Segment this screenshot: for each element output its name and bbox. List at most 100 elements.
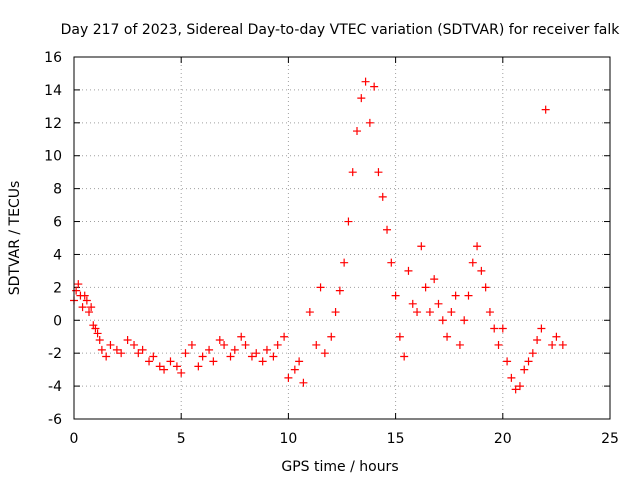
data-point [106, 340, 115, 349]
data-point [485, 308, 494, 317]
data-point [187, 340, 196, 349]
axis-ticks [73, 56, 611, 420]
y-tick-label: 8 [53, 182, 62, 198]
data-point [451, 291, 460, 300]
chart-title: Day 217 of 2023, Sidereal Day-to-day VTE… [61, 22, 621, 38]
data-point [455, 340, 464, 349]
data-point [408, 299, 417, 308]
y-tick-labels: -6 -4 -2 0 2 4 6 8 10 12 14 16 [44, 50, 62, 428]
data-point [74, 280, 83, 289]
x-tick-labels: 0 5 10 15 20 25 [70, 431, 619, 447]
y-tick-label: 6 [53, 215, 62, 231]
data-point [357, 94, 366, 103]
data-point [269, 352, 278, 361]
data-point [541, 105, 550, 114]
data-point [95, 336, 104, 345]
data-point [524, 357, 533, 366]
data-point [316, 283, 325, 292]
data-point [284, 373, 293, 382]
data-point [335, 286, 344, 295]
y-tick-label: 14 [44, 83, 62, 99]
data-point [117, 349, 126, 358]
data-point [434, 299, 443, 308]
x-tick-label: 5 [177, 431, 186, 447]
data-point [391, 291, 400, 300]
data-point [91, 324, 100, 333]
data-point [305, 308, 314, 317]
data-point [78, 303, 87, 312]
data-point [205, 345, 214, 354]
data-point [537, 324, 546, 333]
data-point [348, 168, 357, 177]
data-point [209, 357, 218, 366]
data-point [87, 303, 96, 312]
y-tick-label: -4 [48, 379, 62, 395]
data-point [97, 345, 106, 354]
data-point [558, 340, 567, 349]
data-point [340, 258, 349, 267]
data-point [262, 345, 271, 354]
data-point [383, 225, 392, 234]
x-tick-label: 0 [70, 431, 79, 447]
data-point [477, 266, 486, 275]
data-point [417, 242, 426, 251]
data-point [503, 357, 512, 366]
data-point [177, 368, 186, 377]
data-point [237, 332, 246, 341]
data-point [215, 336, 224, 345]
data-point [290, 365, 299, 374]
data-point [548, 340, 557, 349]
data-point [370, 82, 379, 91]
data-point [241, 340, 250, 349]
data-point [252, 349, 261, 358]
data-point [498, 324, 507, 333]
data-point [172, 362, 181, 371]
data-point [378, 192, 387, 201]
data-point [155, 362, 164, 371]
data-point [511, 385, 520, 394]
y-tick-label: 0 [53, 313, 62, 329]
y-tick-label: 16 [44, 50, 62, 66]
data-point [395, 332, 404, 341]
data-point [473, 242, 482, 251]
data-point [468, 258, 477, 267]
data-point [299, 378, 308, 387]
data-point [528, 349, 537, 358]
data-point [123, 336, 132, 345]
data-point [72, 286, 81, 295]
data-point [404, 266, 413, 275]
y-tick-label: 10 [44, 149, 62, 165]
data-point [327, 332, 336, 341]
data-point [464, 291, 473, 300]
data-point [430, 275, 439, 284]
data-point [507, 373, 516, 382]
data-point [552, 332, 561, 341]
data-point [374, 168, 383, 177]
y-axis-label: SDTVAR / TECUs [7, 181, 23, 296]
data-point [134, 349, 143, 358]
data-point [425, 308, 434, 317]
data-point [82, 296, 91, 305]
data-point [438, 316, 447, 325]
y-tick-label: -6 [48, 412, 62, 428]
y-tick-label: 4 [53, 247, 62, 263]
data-point [166, 357, 175, 366]
data-point [273, 340, 282, 349]
data-point [460, 316, 469, 325]
data-point [533, 336, 542, 345]
y-tick-label: -2 [48, 346, 62, 362]
data-point [230, 345, 239, 354]
data-point [494, 340, 503, 349]
data-point [353, 127, 362, 136]
data-point [365, 118, 374, 127]
y-tick-label: 2 [53, 280, 62, 296]
data-point [331, 308, 340, 317]
data-point [112, 345, 121, 354]
data-point [226, 352, 235, 361]
plot-frame [73, 56, 611, 420]
x-tick-label: 15 [387, 431, 405, 447]
data-point [198, 352, 207, 361]
data-point [80, 291, 89, 300]
data-point [220, 340, 229, 349]
